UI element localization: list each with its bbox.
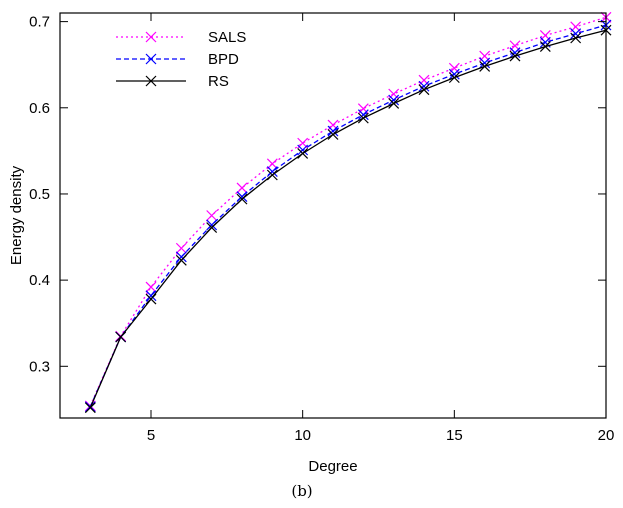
series-bpd [84, 19, 612, 413]
x-axis-ticks: 5 10 15 20 [147, 13, 615, 444]
data-point [448, 62, 460, 74]
data-point [175, 242, 187, 254]
y-tick-label: 0.7 [29, 14, 50, 31]
y-axis-title: Energy density [8, 165, 25, 265]
data-point [448, 72, 460, 84]
figure-caption: (b) [291, 482, 312, 500]
data-point [388, 88, 400, 100]
data-point [327, 125, 339, 137]
legend: SALS BPD RS [116, 29, 246, 90]
data-point [236, 182, 248, 194]
data-point [388, 94, 400, 106]
data-point [570, 32, 582, 44]
data-point [145, 290, 157, 302]
series-line [89, 16, 607, 407]
legend-label: BPD [208, 51, 239, 68]
data-point [418, 74, 430, 86]
data-point [357, 112, 369, 124]
x-axis-title: Degree [308, 458, 357, 475]
data-point [145, 281, 157, 293]
data-point [539, 41, 551, 53]
data-point [236, 193, 248, 205]
plot-frame [59, 12, 607, 419]
legend-marker [145, 31, 157, 43]
data-point [84, 402, 96, 414]
legend-marker [145, 75, 157, 87]
data-point [297, 144, 309, 156]
y-tick-label: 0.5 [29, 186, 50, 203]
data-point [509, 47, 521, 59]
data-point [145, 293, 157, 305]
plot-area [84, 11, 612, 414]
y-axis-ticks: 0.3 0.4 0.5 0.6 0.7 [29, 14, 606, 375]
data-point [327, 129, 339, 140]
data-point [418, 84, 430, 96]
data-point [266, 169, 278, 181]
data-point [236, 191, 248, 202]
series-line [89, 29, 607, 408]
series-sals [84, 11, 612, 412]
x-tick-label: 5 [147, 427, 155, 444]
data-point [448, 68, 460, 80]
data-point [206, 222, 218, 233]
data-point [175, 251, 187, 263]
data-point [388, 98, 400, 109]
series-line [89, 24, 607, 408]
x-tick-label: 15 [446, 427, 463, 444]
legend-label: RS [208, 73, 229, 90]
y-tick-label: 0.6 [29, 100, 50, 117]
data-point [479, 61, 491, 72]
legend-entry-bpd: BPD [116, 51, 239, 68]
series-rs [84, 24, 612, 414]
data-point [266, 158, 278, 170]
data-point [509, 50, 521, 62]
data-point [115, 331, 127, 343]
data-point [357, 109, 369, 121]
data-point [266, 166, 278, 177]
data-point [206, 219, 218, 231]
data-point [175, 254, 187, 266]
x-tick-label: 20 [598, 427, 615, 444]
legend-entry-sals: SALS [116, 29, 246, 46]
data-point [479, 57, 491, 69]
legend-entry-rs: RS [116, 73, 229, 90]
legend-label: SALS [208, 29, 246, 46]
legend-marker [145, 53, 157, 65]
data-point [297, 148, 309, 159]
data-point [206, 210, 218, 221]
data-point [357, 103, 369, 115]
data-point [418, 80, 430, 92]
y-tick-label: 0.3 [29, 358, 50, 375]
y-tick-label: 0.4 [29, 272, 50, 289]
x-tick-label: 10 [294, 427, 311, 444]
